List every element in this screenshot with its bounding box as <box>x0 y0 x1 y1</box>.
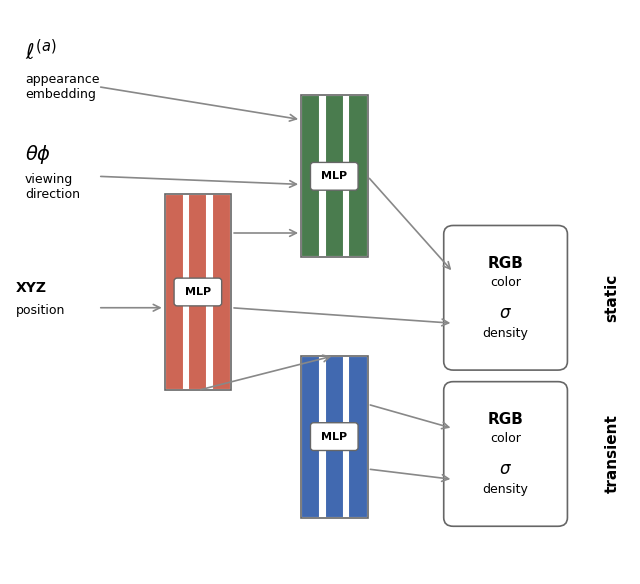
Text: $\ell^{(a)}$: $\ell^{(a)}$ <box>25 39 56 65</box>
Text: MLP: MLP <box>321 432 348 442</box>
Text: viewing
direction: viewing direction <box>25 173 80 201</box>
Text: color: color <box>490 276 521 289</box>
Text: XYZ: XYZ <box>15 281 47 295</box>
Text: MLP: MLP <box>185 287 211 297</box>
Text: static: static <box>604 274 620 322</box>
FancyBboxPatch shape <box>301 95 320 258</box>
Text: appearance
embedding: appearance embedding <box>25 72 99 100</box>
FancyBboxPatch shape <box>444 382 568 526</box>
Text: MLP: MLP <box>321 171 348 181</box>
Text: position: position <box>15 304 65 317</box>
Text: transient: transient <box>604 415 620 493</box>
FancyBboxPatch shape <box>348 95 367 258</box>
Text: $\sigma$: $\sigma$ <box>499 460 512 478</box>
FancyBboxPatch shape <box>324 356 344 517</box>
FancyBboxPatch shape <box>301 356 320 517</box>
Text: color: color <box>490 432 521 445</box>
FancyBboxPatch shape <box>310 162 358 190</box>
Text: RGB: RGB <box>488 412 524 427</box>
FancyBboxPatch shape <box>444 225 568 370</box>
FancyBboxPatch shape <box>310 423 358 450</box>
Text: $\sigma$: $\sigma$ <box>499 304 512 322</box>
Text: density: density <box>483 483 529 496</box>
FancyBboxPatch shape <box>348 356 367 517</box>
FancyBboxPatch shape <box>212 194 231 390</box>
Text: $\theta\phi$: $\theta\phi$ <box>25 143 51 166</box>
FancyBboxPatch shape <box>164 194 184 390</box>
FancyBboxPatch shape <box>188 194 207 390</box>
FancyBboxPatch shape <box>174 278 221 306</box>
Text: RGB: RGB <box>488 256 524 271</box>
FancyBboxPatch shape <box>324 95 344 258</box>
Text: density: density <box>483 327 529 340</box>
